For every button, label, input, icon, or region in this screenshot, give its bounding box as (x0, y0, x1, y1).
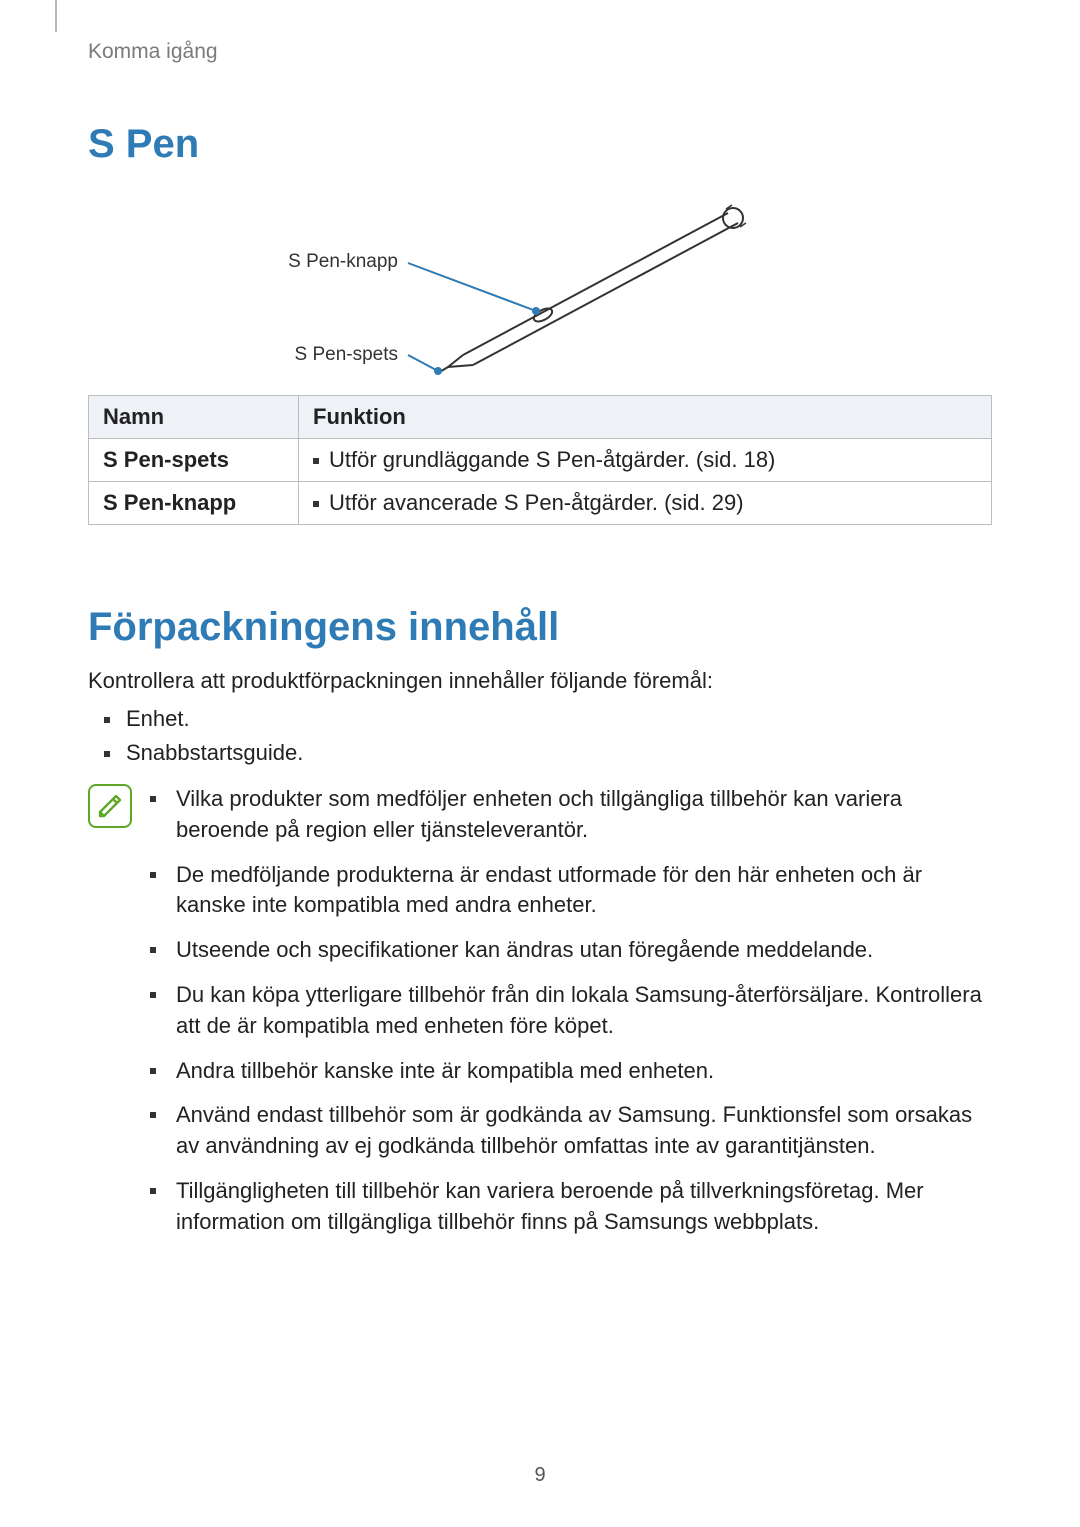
table-head-func: Funktion (299, 396, 992, 439)
table-cell-func-text: Utför avancerade S Pen-åtgärder. (sid. 2… (329, 490, 744, 515)
page: Komma igång S Pen (0, 0, 1080, 1527)
list-item: Snabbstartsguide. (126, 740, 992, 766)
list-item: Vilka produkter som medföljer enheten oc… (150, 784, 992, 846)
list-item: Du kan köpa ytterligare tillbehör från d… (150, 980, 992, 1042)
note-icon-wrap (88, 784, 150, 1252)
table-row: S Pen-spets Utför grundläggande S Pen-åt… (89, 439, 992, 482)
pencil-note-icon (95, 791, 125, 821)
table-head-name: Namn (89, 396, 299, 439)
header-tab-line (55, 0, 57, 32)
spen-label-button: S Pen-knapp (198, 251, 398, 273)
section-heading-package: Förpackningens innehåll (88, 605, 992, 650)
package-items-list: Enhet. Snabbstartsguide. (88, 706, 992, 766)
table-row: S Pen-knapp Utför avancerade S Pen-åtgär… (89, 482, 992, 525)
note-block: Vilka produkter som medföljer enheten oc… (88, 784, 992, 1252)
list-item: Utseende och specifikationer kan ändras … (150, 935, 992, 966)
table-cell-func: Utför grundläggande S Pen-åtgärder. (sid… (299, 439, 992, 482)
bullet-icon (313, 458, 319, 464)
table-cell-func-text: Utför grundläggande S Pen-åtgärder. (sid… (329, 447, 775, 472)
table-cell-name: S Pen-knapp (89, 482, 299, 525)
breadcrumb: Komma igång (88, 40, 992, 64)
spen-diagram: S Pen-knapp S Pen-spets (88, 195, 992, 385)
table-cell-name: S Pen-spets (89, 439, 299, 482)
bullet-icon (313, 501, 319, 507)
list-item: De medföljande produkterna är endast utf… (150, 860, 992, 922)
list-item: Tillgängligheten till tillbehör kan vari… (150, 1176, 992, 1238)
package-intro: Kontrollera att produktförpackningen inn… (88, 668, 992, 694)
note-list: Vilka produkter som medföljer enheten oc… (150, 784, 992, 1252)
page-number: 9 (0, 1464, 1080, 1487)
table-cell-func: Utför avancerade S Pen-åtgärder. (sid. 2… (299, 482, 992, 525)
spen-function-table: Namn Funktion S Pen-spets Utför grundläg… (88, 395, 992, 525)
note-icon (88, 784, 132, 828)
section-heading-spen: S Pen (88, 122, 992, 167)
list-item: Andra tillbehör kanske inte är kompatibl… (150, 1056, 992, 1087)
spen-label-tip: S Pen-spets (198, 344, 398, 366)
list-item: Använd endast tillbehör som är godkända … (150, 1100, 992, 1162)
list-item: Enhet. (126, 706, 992, 732)
